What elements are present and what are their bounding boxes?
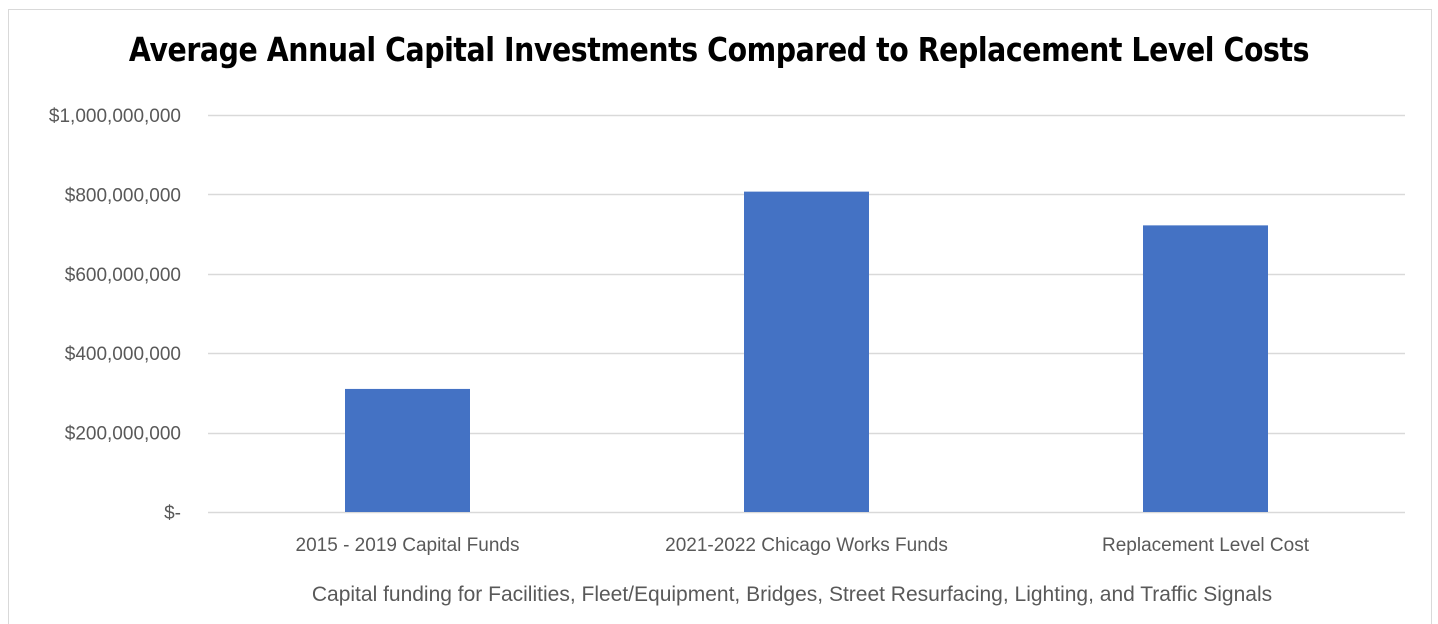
x-tick-label: 2015 - 2019 Capital Funds <box>296 535 520 556</box>
chart-title: Average Annual Capital Investments Compa… <box>128 30 1310 69</box>
y-tick-label: $800,000,000 <box>65 185 181 206</box>
y-tick-label: $- <box>164 503 181 524</box>
bar <box>744 191 869 512</box>
y-tick-label: $200,000,000 <box>65 424 181 445</box>
x-tick-label: 2021-2022 Chicago Works Funds <box>665 535 948 556</box>
bar <box>345 388 470 512</box>
y-tick-label: $1,000,000,000 <box>49 106 181 127</box>
y-tick-label: $400,000,000 <box>65 344 181 365</box>
y-tick-label: $600,000,000 <box>65 265 181 286</box>
x-axis-title: Capital funding for Facilities, Fleet/Eq… <box>311 583 1273 606</box>
bar <box>1143 225 1268 512</box>
x-tick-label: Replacement Level Cost <box>1102 535 1310 556</box>
